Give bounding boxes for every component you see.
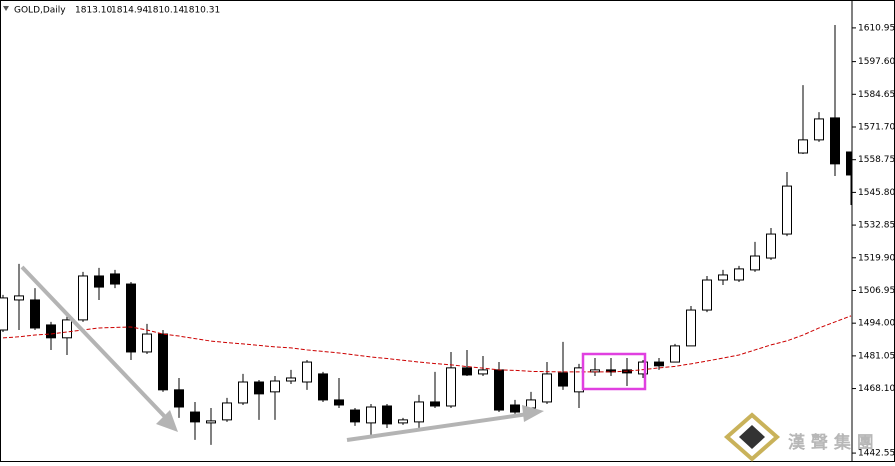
candle-body xyxy=(14,295,24,301)
candle-body xyxy=(62,319,72,339)
y-tick-label: 1494.00 xyxy=(858,319,895,329)
candle-body xyxy=(302,361,312,383)
logo-core xyxy=(739,425,765,449)
candle-body xyxy=(686,309,696,347)
candle-body xyxy=(670,345,680,363)
candle-body xyxy=(414,401,424,423)
candle-body xyxy=(158,333,168,391)
candle-body xyxy=(366,406,376,424)
ohlc-value: 1813.10 xyxy=(75,6,112,16)
candle-body xyxy=(702,279,712,311)
candle-body xyxy=(238,381,248,404)
candle-body xyxy=(542,373,552,403)
plot-area xyxy=(0,24,852,445)
ohlc-value: 1810.14 xyxy=(147,6,184,16)
candle-body xyxy=(142,333,152,353)
y-tick-label: 1442.55 xyxy=(858,449,895,459)
candle-body xyxy=(286,377,296,382)
candle-body xyxy=(430,401,440,407)
candle-body xyxy=(350,409,360,423)
watermark: 漢 聲 集 團 xyxy=(723,412,874,462)
candle-body xyxy=(110,273,120,285)
candle-body xyxy=(46,324,56,339)
highlight-box xyxy=(581,352,647,391)
y-tick-label: 1468.10 xyxy=(858,384,895,394)
y-tick-label: 1584.65 xyxy=(858,90,895,100)
candle-body xyxy=(318,373,328,401)
candle-body xyxy=(782,185,792,235)
ohlc-value: 1810.31 xyxy=(183,6,220,16)
y-tick-label: 1571.70 xyxy=(858,122,895,132)
candle-body xyxy=(174,389,184,408)
candle-body xyxy=(750,255,760,271)
candle-body xyxy=(814,118,824,141)
candle-body xyxy=(0,297,8,331)
ohlc-value: 1814.94 xyxy=(111,6,148,16)
candle-body xyxy=(270,380,280,393)
candle-body xyxy=(382,405,392,425)
candle-body xyxy=(718,274,728,281)
y-tick-label: 1481.05 xyxy=(858,351,895,361)
candle-body xyxy=(558,372,568,387)
candle-body xyxy=(126,283,136,353)
candle-body xyxy=(846,151,852,176)
candle-body xyxy=(94,275,104,288)
arrowhead xyxy=(522,405,544,422)
y-tick-label: 1597.60 xyxy=(858,57,895,67)
candle-body xyxy=(510,404,520,413)
candle-body xyxy=(478,369,488,375)
header-icon xyxy=(3,6,9,11)
header: GOLD,Daily 1813.10 1814.94 1810.14 1810.… xyxy=(3,6,220,16)
candle-body xyxy=(654,361,664,367)
candle-body xyxy=(78,275,88,321)
symbol: GOLD,Daily xyxy=(14,6,66,16)
candle-body xyxy=(222,402,232,421)
candle-body xyxy=(830,117,840,165)
candle-body xyxy=(734,268,744,281)
candle-body xyxy=(494,369,504,411)
y-tick-label: 1506.95 xyxy=(858,286,895,296)
annotations xyxy=(20,265,647,442)
candle-body xyxy=(446,367,456,407)
y-tick-label: 1610.95 xyxy=(858,23,895,33)
candle-body xyxy=(254,381,264,395)
candle-body xyxy=(334,399,344,406)
moving-average xyxy=(2,315,852,373)
candle-body xyxy=(638,361,648,375)
y-tick-label: 1532.85 xyxy=(858,221,895,231)
y-tick-label: 1558.75 xyxy=(858,155,895,165)
candle-body xyxy=(766,233,776,259)
logo xyxy=(723,412,781,462)
candle-body xyxy=(30,299,40,329)
candle-body xyxy=(798,139,808,154)
arrowhead xyxy=(156,410,178,432)
candle-body xyxy=(206,420,216,424)
arrow-down xyxy=(20,265,170,422)
arrow-up xyxy=(346,412,529,442)
y-tick-label: 1545.80 xyxy=(858,188,895,198)
y-tick-label: 1519.90 xyxy=(858,253,895,263)
candle-body xyxy=(606,369,616,373)
candle-body xyxy=(398,419,408,424)
candle-body xyxy=(462,367,472,376)
watermark-text: 漢 聲 集 團 xyxy=(788,432,874,453)
candle-body xyxy=(190,411,200,423)
